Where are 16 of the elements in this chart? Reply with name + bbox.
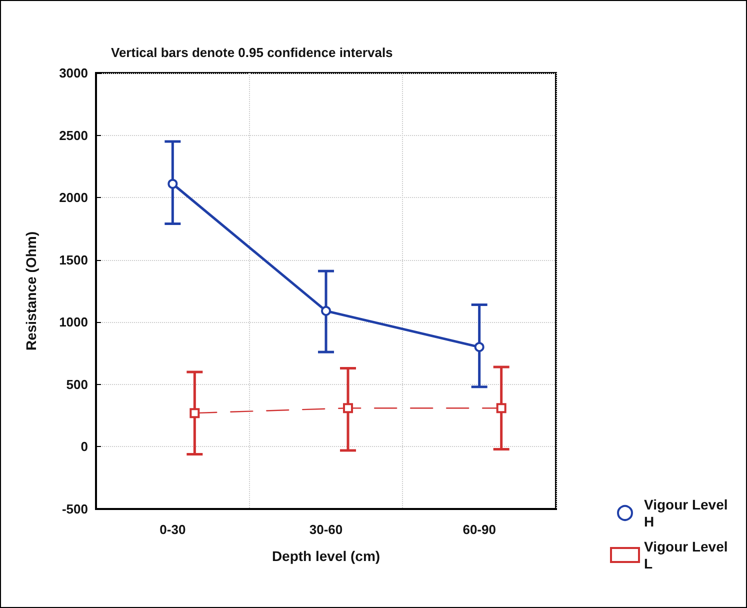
y-tick-label: 3000 bbox=[59, 66, 88, 80]
y-tick-label: 500 bbox=[66, 376, 88, 392]
y-axis-title: Resistance (Ohm) bbox=[23, 231, 39, 351]
x-axis-title: Depth level (cm) bbox=[272, 548, 380, 564]
legend-label: Vigour Level H bbox=[644, 496, 732, 530]
y-tick-label: 1500 bbox=[59, 252, 88, 268]
x-tick-label: 60-90 bbox=[462, 522, 496, 537]
chart-title: Vertical bars denote 0.95 confidence intervals bbox=[111, 45, 393, 60]
y-tick-label: 1000 bbox=[59, 314, 88, 330]
y-tick-label: -500 bbox=[62, 502, 88, 516]
y-tick-label: 0 bbox=[80, 439, 88, 454]
x-tick-label: 30-60 bbox=[309, 522, 343, 537]
x-tick-label: 0-30 bbox=[160, 522, 186, 537]
y-tick-label: 2000 bbox=[59, 190, 88, 206]
legend-label: Vigour Level L bbox=[644, 538, 732, 572]
y-tick-label: 2500 bbox=[59, 128, 88, 143]
